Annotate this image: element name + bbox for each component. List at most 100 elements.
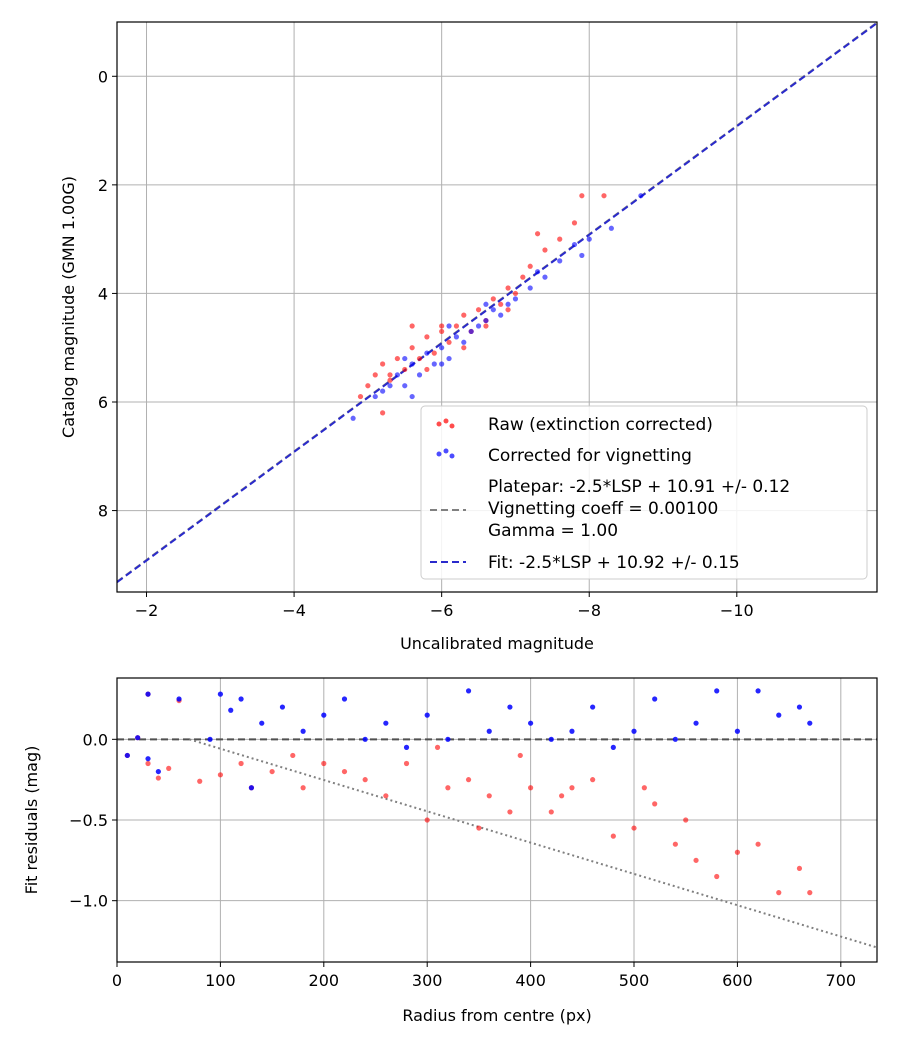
corrected-point-1 [372,393,378,400]
legend-box [420,405,868,580]
corrected-point-0 [350,415,356,421]
raw-residual-point-23 [507,809,513,815]
raw-point-22 [527,263,533,269]
corrected-point-11 [453,334,460,340]
raw-residual-point-19 [424,817,430,823]
corrected-residual-point-12 [279,704,286,710]
raw-point-25 [571,220,578,226]
legend-platepar-line1: Platepar: -2.5*LSP + 10.91 +/- 0.12 [488,477,790,497]
legend-marker-corrected [436,448,455,459]
corrected-point-2 [387,383,393,389]
raw-residual-point-8 [217,772,224,778]
raw-point-10 [439,328,445,335]
corrected-point-14 [475,323,482,329]
corrected-point-13 [468,328,474,335]
corrected-residual-point-11 [259,720,265,726]
raw-point-23 [542,247,548,253]
raw-residual-point-39 [434,744,441,750]
top-y-axis-label: Catalog magnitude (GMN 1.00G) [59,176,78,438]
y-tick-label-2: −1.0 [69,892,108,911]
legend-corrected-label: Corrected for vignetting [488,446,692,466]
x-tick-label-3: −8 [577,601,601,620]
raw-residual-point-9 [238,760,244,767]
y-tick-label-1: −0.5 [69,811,108,830]
x-tick-label-2: 200 [309,971,340,990]
raw-residual-point-36 [776,890,782,896]
raw-residual-point-34 [734,849,741,855]
corrected-point-12 [461,339,467,345]
corrected-point-22 [557,258,563,264]
raw-point-17 [490,296,496,302]
corrected-residual-point-0 [124,752,130,759]
raw-residual-point-20 [445,785,451,791]
corrected-residual-point-23 [507,704,513,710]
corrected-residual-point-19 [424,712,430,718]
corrected-point-17 [498,312,504,318]
raw-residual-point-30 [652,801,658,807]
corrected-residual-point-35 [755,688,761,694]
bottom-plot: 0 100 200 300 400 500 600 700 0.0 −0.5 −1.0 Radius… [22,677,878,1025]
raw-point-1 [372,372,378,378]
corrected-residual-point-22 [486,728,492,734]
legend-platepar-line2: Vignetting coeff = 0.00100 [488,499,718,519]
raw-residual-point-24 [528,785,534,791]
corrected-residual-point-2 [145,756,151,762]
legend-raw-dot-3 [449,423,455,429]
corrected-point-9 [439,345,445,351]
raw-point-20 [512,290,519,297]
corrected-residual-point-15 [341,696,348,702]
corrected-residual-point-34 [734,728,741,734]
legend-platepar-line3: Gamma = 1.00 [488,521,618,541]
corrected-residual-point-21 [465,688,472,694]
fit-line [117,22,877,584]
bottom-points [124,688,813,896]
x-tick-label-6: 600 [722,971,753,990]
corrected-residual-point-30 [652,696,658,702]
raw-residual-point-12 [290,752,296,759]
raw-point-32 [424,366,430,373]
x-tick-label-1: −4 [282,601,306,620]
corrected-point-31 [534,269,541,275]
y-tick-label-0: 0.0 [83,730,108,749]
corrected-residual-point-8 [228,707,234,713]
corrected-point-29 [446,323,452,329]
raw-point-33 [461,345,467,351]
legend-marker-raw [436,418,455,429]
x-tick-label-4: 400 [515,971,546,990]
raw-point-7 [416,355,423,362]
legend-corr-dot-2 [443,448,449,454]
corrected-point-32 [579,252,585,259]
raw-point-36 [505,307,511,313]
corrected-residual-point-36 [776,712,782,718]
raw-residual-point-5 [166,765,172,771]
corrected-point-19 [512,296,519,302]
corrected-residual-point-13 [300,728,306,734]
raw-point-11 [446,339,452,345]
corrected-point-6 [416,372,423,378]
raw-residual-point-21 [465,777,472,783]
raw-point-18 [498,301,504,307]
raw-residual-point-2 [145,760,151,767]
corrected-point-26 [638,193,644,199]
corrected-residual-point-20 [445,736,451,742]
raw-point-19 [505,285,511,291]
raw-point-37 [534,231,541,237]
top-ticks: −2 −4 −6 −8 −10 0 2 4 6 8 [98,67,754,620]
raw-residual-point-41 [517,752,523,759]
raw-residual-point-35 [755,841,761,847]
bottom-ticks: 0 100 200 300 400 500 600 700 0.0 −0.5 −1.0 [69,730,856,990]
corrected-point-23 [571,241,578,248]
corrected-point-34 [439,361,445,367]
raw-point-31 [409,323,415,329]
corrected-point-24 [586,236,592,242]
corrected-residual-point-16 [362,736,368,742]
corrected-residual-point-4 [155,768,161,775]
corrected-residual-point-26 [569,728,575,734]
corrected-residual-point-3 [145,691,151,697]
corrected-point-16 [490,307,496,313]
raw-point-5 [402,366,408,373]
raw-residual-point-32 [693,857,699,863]
raw-point-12 [453,323,460,329]
x-tick-label-7: 700 [826,971,857,990]
